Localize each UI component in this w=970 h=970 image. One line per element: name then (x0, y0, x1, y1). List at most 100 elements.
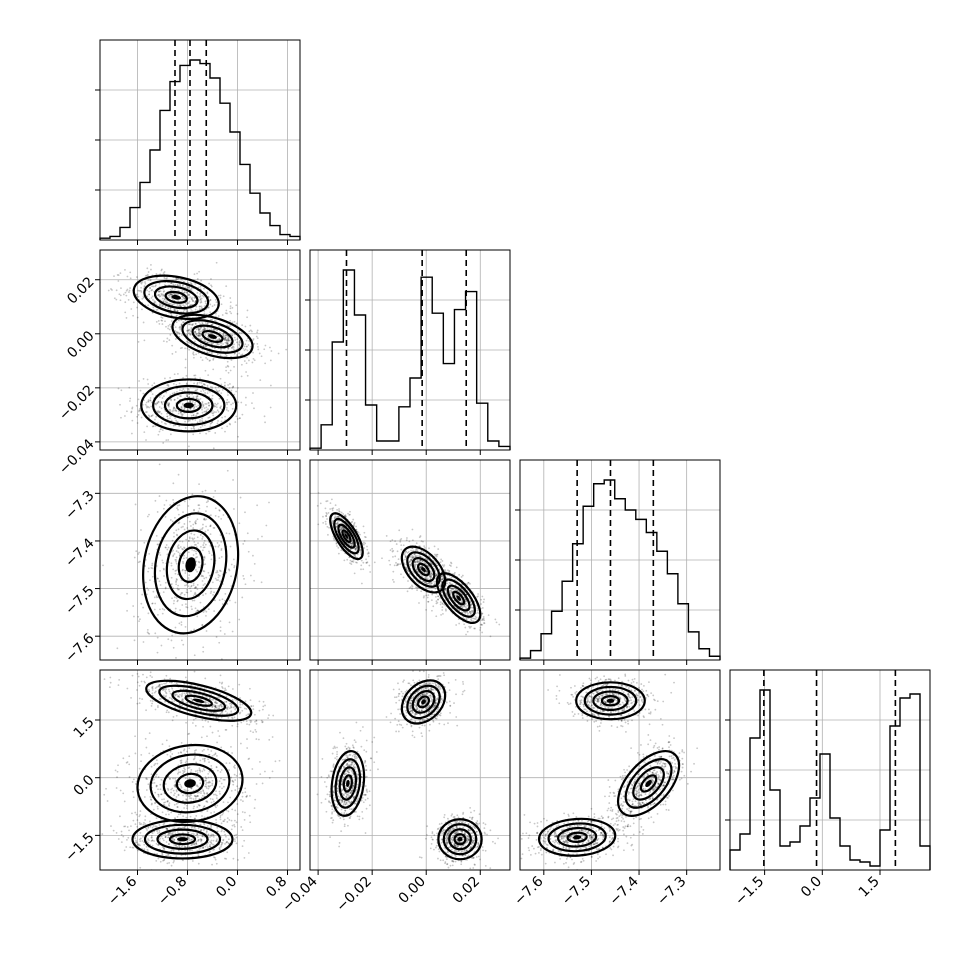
sample-point (197, 335, 200, 338)
sample-point (416, 561, 419, 564)
sample-point (144, 274, 147, 277)
sample-point (495, 621, 498, 624)
sample-point (419, 559, 422, 562)
sample-point (208, 416, 211, 419)
sample-point (195, 405, 198, 408)
sample-point (404, 558, 406, 561)
sample-point (410, 558, 413, 561)
sample-point (179, 304, 182, 306)
sample-point (195, 332, 198, 335)
sample-point (199, 601, 202, 604)
sample-point (232, 479, 234, 481)
sample-point (227, 336, 230, 338)
sample-point (342, 527, 345, 530)
sample-point (479, 629, 481, 631)
sample-point (407, 551, 410, 553)
sample-point (231, 717, 234, 720)
sample-point (174, 424, 177, 427)
sample-point (147, 567, 150, 570)
sample-point (196, 588, 199, 591)
sample-point (195, 560, 198, 563)
sample-point (194, 521, 196, 524)
sample-point (163, 504, 166, 506)
sample-point (137, 398, 140, 401)
sample-point (178, 521, 181, 524)
sample-point (195, 390, 198, 393)
sample-point (470, 625, 472, 628)
sample-point (329, 502, 332, 504)
sample-point (172, 283, 175, 286)
sample-point (160, 319, 163, 322)
sample-point (406, 569, 409, 572)
sample-point (230, 706, 233, 709)
sample-point (201, 420, 203, 422)
sample-point (158, 580, 161, 583)
sample-point (204, 719, 207, 722)
sample-point (213, 610, 216, 612)
sample-point (458, 590, 461, 593)
sample-point (269, 406, 272, 409)
sample-point (189, 296, 192, 298)
sample-point (435, 562, 438, 565)
sample-point (141, 593, 144, 596)
sample-point (126, 592, 128, 595)
sample-point (473, 617, 476, 620)
sample-point (166, 302, 168, 304)
sample-point (188, 294, 191, 297)
sample-point (190, 287, 193, 290)
sample-point (158, 463, 161, 466)
sample-point (248, 359, 250, 362)
sample-point (470, 618, 472, 621)
sample-point (207, 402, 210, 404)
sample-point (204, 543, 207, 546)
sample-point (165, 711, 168, 714)
sample-point (230, 347, 233, 349)
sample-point (429, 570, 432, 573)
sample-point (210, 278, 212, 280)
sample-point (182, 296, 185, 299)
sample-point (326, 525, 329, 528)
sample-point (223, 339, 226, 342)
sample-point (362, 568, 365, 571)
sample-point (166, 709, 169, 712)
sample-point (234, 708, 237, 711)
sample-point (231, 724, 234, 727)
sample-point (188, 348, 191, 351)
sample-point (460, 605, 462, 608)
sample-point (175, 693, 178, 696)
sample-point (223, 385, 226, 388)
sample-point (338, 510, 341, 513)
sample-point (129, 397, 132, 400)
sample-point (187, 389, 190, 391)
sample-point (224, 337, 227, 340)
sample-point (178, 703, 181, 705)
sample-point (263, 415, 266, 418)
sample-point (443, 603, 446, 606)
sample-point (422, 540, 424, 543)
sample-point (205, 406, 208, 409)
sample-point (204, 403, 207, 405)
sample-point (199, 301, 202, 304)
sample-point (163, 688, 166, 691)
sample-point (184, 366, 187, 369)
sample-point (432, 605, 435, 608)
sample-point (194, 522, 197, 525)
sample-point (223, 338, 226, 340)
sample-point (163, 400, 165, 403)
sample-point (151, 686, 153, 689)
sample-point (186, 287, 189, 289)
sample-point (193, 273, 196, 276)
sample-point (181, 278, 184, 281)
sample-point (240, 375, 243, 378)
sample-point (164, 682, 167, 685)
sample-point (437, 595, 440, 598)
sample-point (434, 595, 437, 598)
sample-point (409, 586, 412, 589)
sample-point (173, 596, 176, 599)
sample-point (395, 561, 397, 564)
sample-point (158, 293, 160, 296)
sample-point (160, 427, 163, 430)
sample-point (175, 597, 178, 599)
sample-point (210, 422, 213, 424)
sample-point (207, 417, 210, 419)
